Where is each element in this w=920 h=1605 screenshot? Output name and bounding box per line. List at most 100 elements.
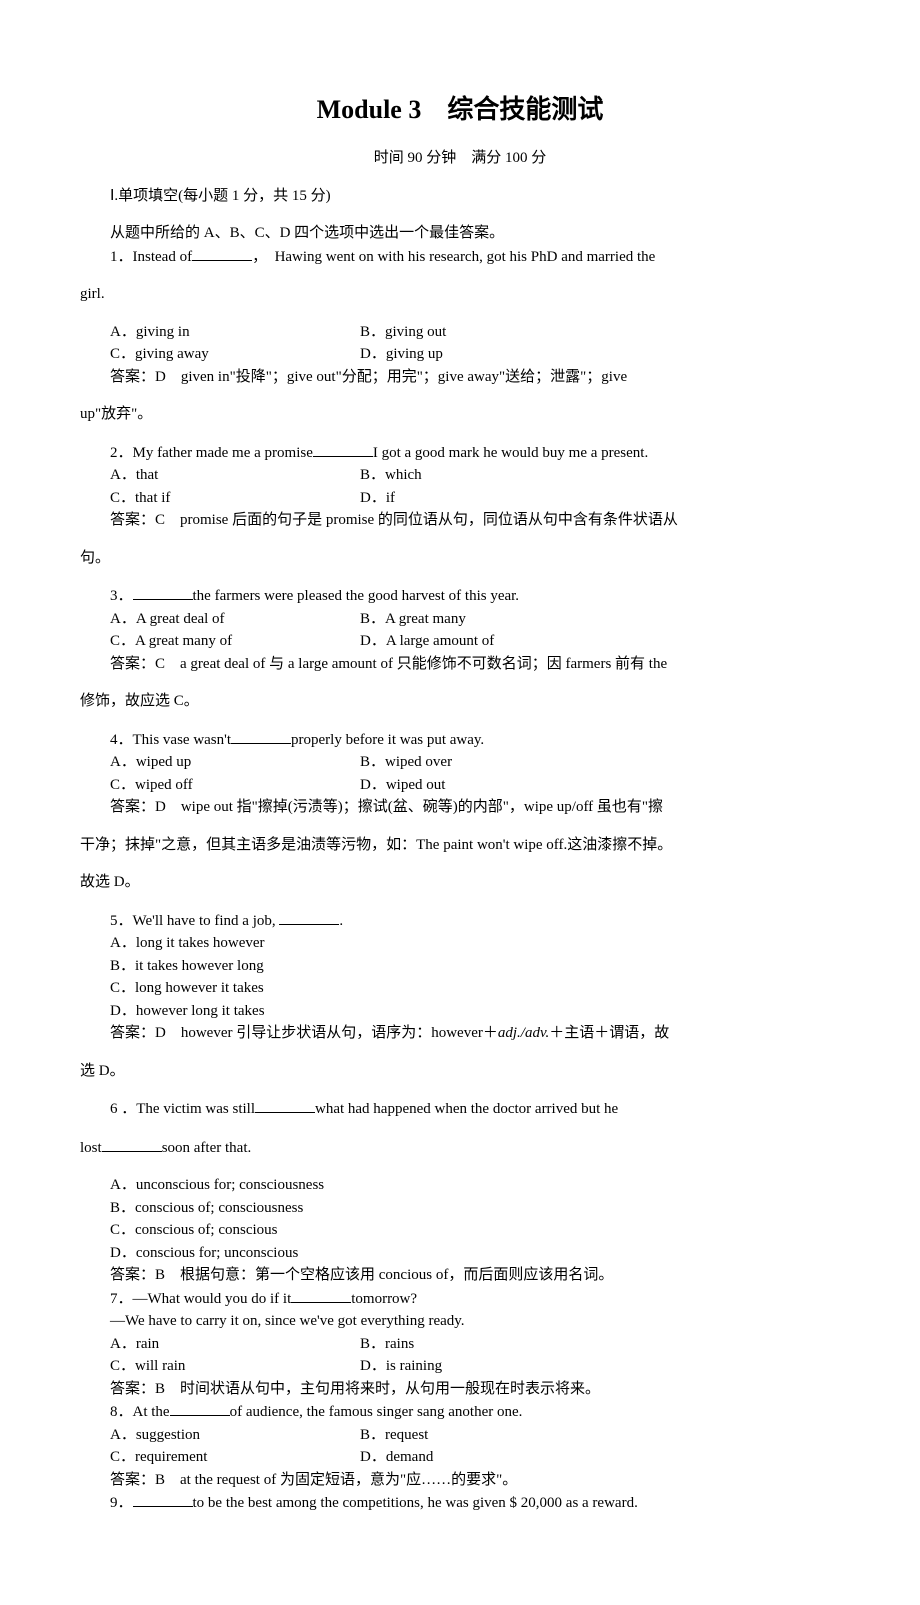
q2-opt-a: A．that [80,464,330,487]
q6-text-c: lost [80,1140,102,1156]
q4-answer-cont1: 干净；抹掉"之意，但其主语多是油渍等污物，如：The paint won't w… [80,834,840,857]
q1-stem: 1．Instead of ， Hawing went on with his re… [80,245,840,269]
q2-options-row1: A．that B．which [80,464,840,487]
q5-opt-b: B．it takes however long [80,955,840,978]
q5-answer: 答案：D however 引导让步状语从句，语序为：however＋adj./a… [80,1022,840,1045]
q1-opt-a: A．giving in [80,321,330,344]
q5-opt-a: A．long it takes however [80,932,840,955]
q8-stem: 8．At the of audience, the famous singer s… [80,1400,840,1424]
q8-opt-a: A．suggestion [80,1424,330,1447]
q8-options-row2: C．requirement D．demand [80,1446,840,1469]
q3-answer-cont: 修饰，故应选 C。 [80,690,840,713]
q7-text-a: 7．—What would you do if it [110,1291,291,1307]
q3-opt-a: A．A great deal of [80,608,330,631]
q5-opt-d: D．however long it takes [80,1000,840,1023]
q4-text-a: 4．This vase wasn't [110,732,231,748]
q3-opt-c: C．A great many of [80,630,330,653]
q3-stem: 3．the farmers were pleased the good harv… [80,584,840,608]
q6-answer: 答案：B 根据句意：第一个空格应该用 concious of，而后面则应该用名词… [80,1264,840,1287]
q4-options-row2: C．wiped off D．wiped out [80,774,840,797]
q6-opt-a: A．unconscious for; consciousness [80,1174,840,1197]
blank-icon [133,1491,193,1507]
q1-opt-b: B．giving out [330,321,840,344]
q4-opt-b: B．wiped over [330,751,840,774]
q4-answer: 答案：D wipe out 指"擦掉(污渍等)；擦试(盆、碗等)的内部"，wip… [80,796,840,819]
q5-ans-a: 答案：D however 引导让步状语从句，语序为：however＋ [110,1025,498,1041]
q6-stem: 6 ．The victim was still what had happened… [80,1097,840,1121]
q2-answer-cont: 句。 [80,547,840,570]
q3-options-row1: A．A great deal of B．A great many [80,608,840,631]
q6-text-b: what had happened when the doctor arrive… [315,1101,618,1117]
blank-icon [133,584,193,600]
q7-options-row1: A．rain B．rains [80,1333,840,1356]
q5-text-b: . [339,913,343,929]
q4-opt-a: A．wiped up [80,751,330,774]
q1-stem-cont: girl. [80,283,840,306]
q4-opt-d: D．wiped out [330,774,840,797]
q3-options-row2: C．A great many of D．A large amount of [80,630,840,653]
q1-answer-cont: up"放弃"。 [80,403,840,426]
q7-opt-b: B．rains [330,1333,840,1356]
q2-text-a: 2．My father made me a promise [110,445,313,461]
q4-options-row1: A．wiped up B．wiped over [80,751,840,774]
q1-options-row2: C．giving away D．giving up [80,343,840,366]
q1-options-row1: A．giving in B．giving out [80,321,840,344]
q8-opt-c: C．requirement [80,1446,330,1469]
q1-text-a: 1．Instead of [110,249,192,265]
q1-answer: 答案：D given in"投降"；give out"分配；用完"；give a… [80,366,840,389]
q6-text-a: 6 ．The victim was still [110,1101,255,1117]
q7-stem: 7．—What would you do if it tomorrow? [80,1287,840,1311]
q5-ans-b2: ＋主语＋谓语，故 [549,1025,669,1041]
q5-answer-cont: 选 D。 [80,1060,840,1083]
q3-opt-d: D．A large amount of [330,630,840,653]
q6-opt-b: B．conscious of; consciousness [80,1197,840,1220]
q8-opt-b: B．request [330,1424,840,1447]
blank-icon [231,728,291,744]
q4-answer-cont2: 故选 D。 [80,871,840,894]
q2-opt-c: C．that if [80,487,330,510]
q2-text-b: I got a good mark he would buy me a pres… [373,445,648,461]
page-subtitle: 时间 90 分钟 满分 100 分 [80,147,840,170]
q3-opt-b: B．A great many [330,608,840,631]
q6-opt-c: C．conscious of; conscious [80,1219,840,1242]
q2-opt-d: D．if [330,487,840,510]
q8-text-b: of audience, the famous singer sang anot… [230,1404,523,1420]
section-instruction: 从题中所给的 A、B、C、D 四个选项中选出一个最佳答案。 [80,222,840,245]
q2-options-row2: C．that if D．if [80,487,840,510]
blank-icon [255,1097,315,1113]
q8-answer: 答案：B at the request of 为固定短语，意为"应……的要求"。 [80,1469,840,1492]
q7-line2: —We have to carry it on, since we've got… [80,1310,840,1333]
q6-text-d: soon after that. [162,1140,252,1156]
q4-stem: 4．This vase wasn't properly before it was… [80,728,840,752]
q7-answer: 答案：B 时间状语从句中，主句用将来时，从句用一般现在时表示将来。 [80,1378,840,1401]
q6-stem-cont: lost soon after that. [80,1136,840,1160]
q5-text-a: 5．We'll have to find a job, [110,913,279,929]
q3-text-a: 3． [110,588,133,604]
blank-icon [102,1136,162,1152]
q7-text-b: tomorrow? [351,1291,417,1307]
q1-opt-d: D．giving up [330,343,840,366]
page-title: Module 3 综合技能测试 [80,90,840,129]
q2-opt-b: B．which [330,464,840,487]
q8-opt-d: D．demand [330,1446,840,1469]
q2-stem: 2．My father made me a promise I got a goo… [80,441,840,465]
blank-icon [279,909,339,925]
q9-text-b: to be the best among the competitions, h… [193,1495,638,1511]
q5-ans-ital: adj./adv. [498,1025,549,1041]
q6-opt-d: D．conscious for; unconscious [80,1242,840,1265]
q1-opt-c: C．giving away [80,343,330,366]
q4-text-b: properly before it was put away. [291,732,484,748]
q7-opt-d: D．is raining [330,1355,840,1378]
blank-icon [192,245,252,261]
q7-opt-c: C．will rain [80,1355,330,1378]
q7-options-row2: C．will rain D．is raining [80,1355,840,1378]
q8-text-a: 8．At the [110,1404,170,1420]
q9-text-a: 9． [110,1495,133,1511]
q7-opt-a: A．rain [80,1333,330,1356]
blank-icon [313,441,373,457]
blank-icon [291,1287,351,1303]
q1-text-b: ， Hawing went on with his research, got … [252,249,655,265]
blank-icon [170,1400,230,1416]
q5-opt-c: C．long however it takes [80,977,840,1000]
q9-stem: 9． to be the best among the competitions,… [80,1491,840,1515]
